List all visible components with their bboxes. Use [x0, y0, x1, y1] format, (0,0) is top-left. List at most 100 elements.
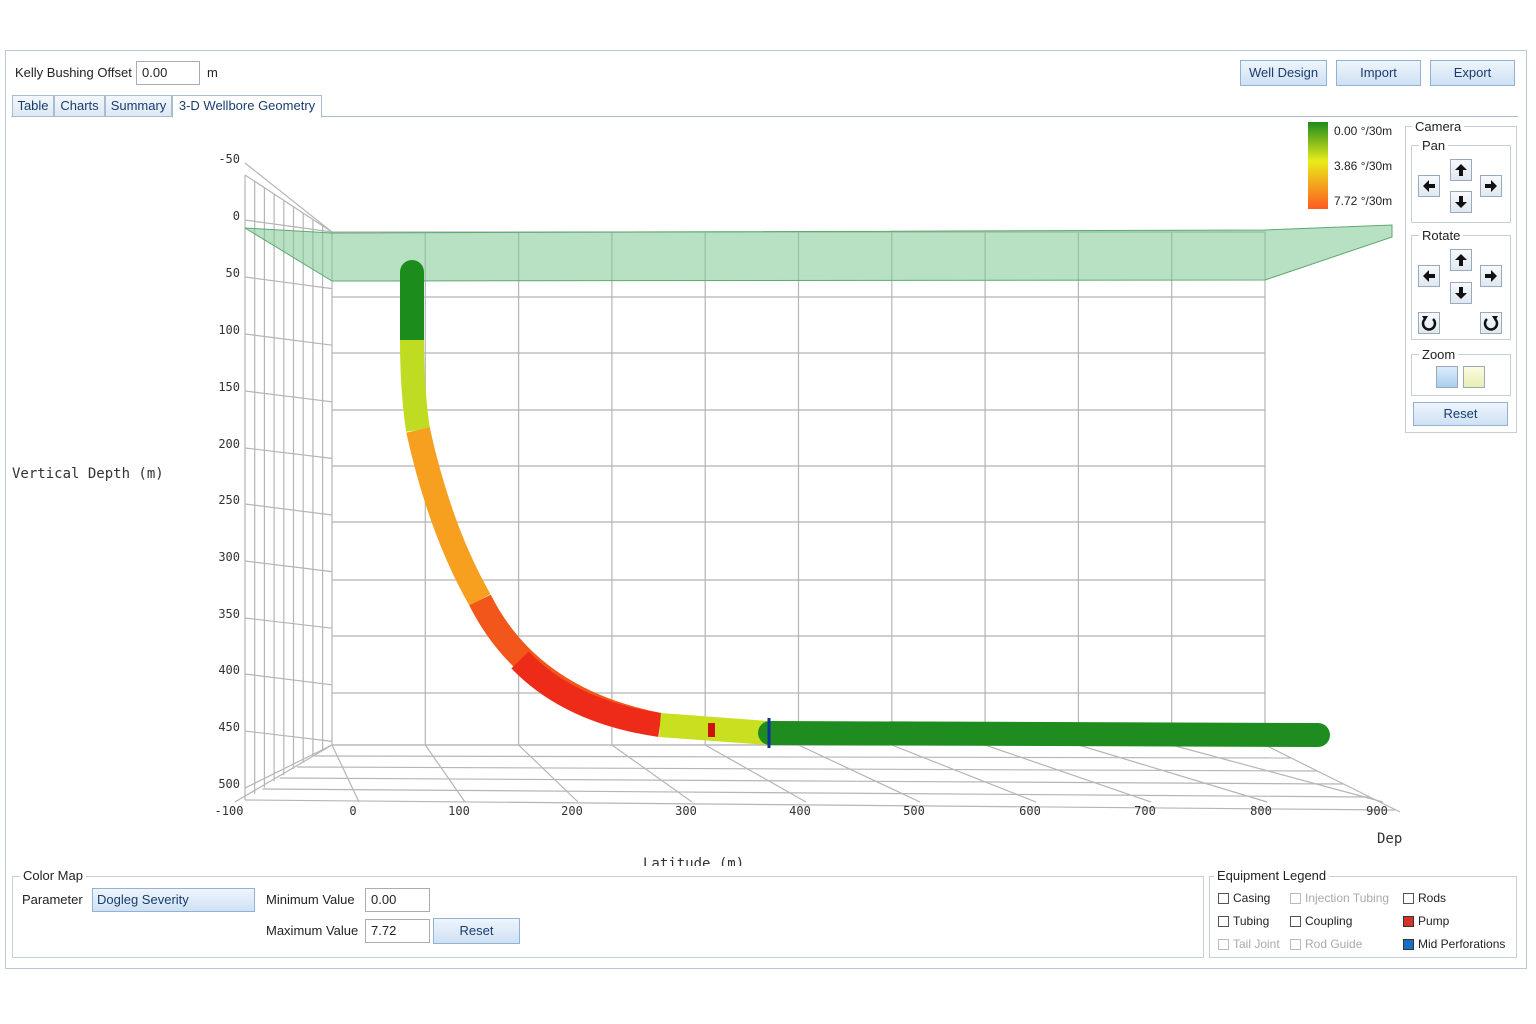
color-map-group [12, 876, 1204, 958]
kelly-input[interactable]: 0.00 [136, 61, 200, 85]
y-tick-label: -50 [218, 152, 240, 166]
grid-line [244, 447, 333, 459]
grid-line [244, 560, 333, 573]
tab[interactable]: 3-D Wellbore Geometry [172, 95, 322, 118]
grid-line [891, 744, 1037, 803]
x-tick-label: 100 [448, 804, 470, 818]
scale-label: 7.72 °/30m [1334, 194, 1393, 208]
kelly-label: Kelly Bushing Offset [15, 65, 132, 80]
arrow-icon [1455, 254, 1467, 266]
camera-button[interactable] [1450, 249, 1472, 271]
zoom-out[interactable] [1436, 366, 1458, 388]
x-tick-label: 300 [675, 804, 697, 818]
equipment-checkbox [1218, 939, 1229, 950]
x-axis-label: Latitude (m) [643, 856, 744, 866]
scale-label: 3.86 °/30m [1334, 159, 1393, 173]
equipment-checkbox[interactable] [1218, 916, 1229, 927]
camera-button[interactable] [1480, 265, 1502, 287]
grid-line [704, 744, 807, 803]
grid-line [244, 503, 333, 516]
x-tick-label: -100 [215, 804, 244, 818]
tab[interactable]: Table [12, 95, 54, 117]
min-label: Minimum Value [266, 892, 355, 907]
grid-line [244, 730, 333, 742]
equipment-label: Coupling [1305, 914, 1353, 928]
zoom-in[interactable] [1463, 366, 1485, 388]
max-label: Maximum Value [266, 923, 359, 938]
equipment-checkbox[interactable] [1218, 893, 1229, 904]
arrow-icon [1423, 180, 1435, 192]
camera-button[interactable] [1480, 312, 1502, 334]
equipment-checkbox[interactable] [1403, 939, 1414, 950]
y-tick-label: 100 [218, 323, 240, 337]
tab-content [11, 116, 1518, 869]
grid-line [244, 673, 333, 686]
camera-title: Camera [1412, 119, 1465, 134]
grid-line [244, 799, 1396, 811]
grid-line [279, 777, 1344, 785]
zoom-title: Zoom [1419, 347, 1459, 362]
pan-title: Pan [1419, 138, 1449, 153]
rotate-icon [1421, 316, 1437, 331]
x-tick-label: 700 [1134, 804, 1156, 818]
zoom-group [1411, 354, 1511, 396]
scale-label: 0.00 °/30m [1334, 124, 1393, 138]
grid-line [244, 219, 333, 233]
grid-line [331, 744, 360, 803]
y-tick-label: 200 [218, 437, 240, 451]
grid-line [1171, 744, 1384, 803]
toolbar-button[interactable]: Well Design [1240, 60, 1327, 86]
y-tick-label: 0 [233, 209, 240, 223]
camera-button[interactable] [1418, 175, 1440, 197]
y-tick-label: 50 [226, 266, 240, 280]
equipment-label: Tubing [1233, 914, 1270, 928]
toolbar-button[interactable]: Export [1430, 60, 1515, 86]
pump-marker [708, 723, 715, 737]
equipment-checkbox[interactable] [1403, 893, 1414, 904]
camera-button[interactable] [1418, 312, 1440, 334]
parameter-select[interactable]: Dogleg Severity [92, 888, 255, 912]
grid-line [314, 755, 1292, 759]
toolbar-button[interactable]: Import [1336, 60, 1421, 86]
grid-line [244, 162, 333, 233]
max-input[interactable]: 7.72 [365, 919, 430, 943]
pan-group [1411, 145, 1511, 223]
equipment-checkbox [1290, 893, 1301, 904]
grid-line [234, 744, 333, 803]
parameter-label: Parameter [22, 892, 83, 907]
arrow-icon [1485, 180, 1497, 192]
arrow-icon [1485, 270, 1497, 282]
grid-line [262, 788, 1370, 798]
equipment-checkbox[interactable] [1403, 916, 1414, 927]
camera-reset[interactable]: Reset [1413, 402, 1508, 426]
y-tick-label: 250 [218, 493, 240, 507]
equipment-label: Casing [1233, 891, 1271, 905]
y-tick-label: 150 [218, 380, 240, 394]
grid-line [244, 744, 333, 789]
grid-line [518, 744, 579, 803]
camera-button[interactable] [1450, 282, 1472, 304]
camera-button[interactable] [1450, 159, 1472, 181]
kelly-unit: m [207, 65, 218, 80]
rotate-icon [1483, 316, 1499, 331]
surface-plane [244, 224, 1393, 282]
tab[interactable]: Summary [105, 95, 172, 117]
camera-button[interactable] [1418, 265, 1440, 287]
grid-line [244, 174, 333, 233]
equipment-checkbox [1290, 939, 1301, 950]
equipment-checkbox[interactable] [1290, 916, 1301, 927]
tab[interactable]: Charts [54, 95, 105, 117]
color-scale [1308, 122, 1328, 209]
equipment-label: Pump [1418, 914, 1450, 928]
min-input[interactable]: 0.00 [365, 888, 430, 912]
y-tick-label: 300 [218, 550, 240, 564]
camera-button[interactable] [1480, 175, 1502, 197]
color-map-reset[interactable]: Reset [433, 918, 520, 944]
y-tick-label: 500 [218, 777, 240, 791]
arrow-icon [1455, 287, 1467, 299]
arrow-icon [1455, 196, 1467, 208]
equipment-title: Equipment Legend [1214, 868, 1330, 883]
x-tick-label: 900 [1366, 804, 1388, 818]
camera-button[interactable] [1450, 191, 1472, 213]
